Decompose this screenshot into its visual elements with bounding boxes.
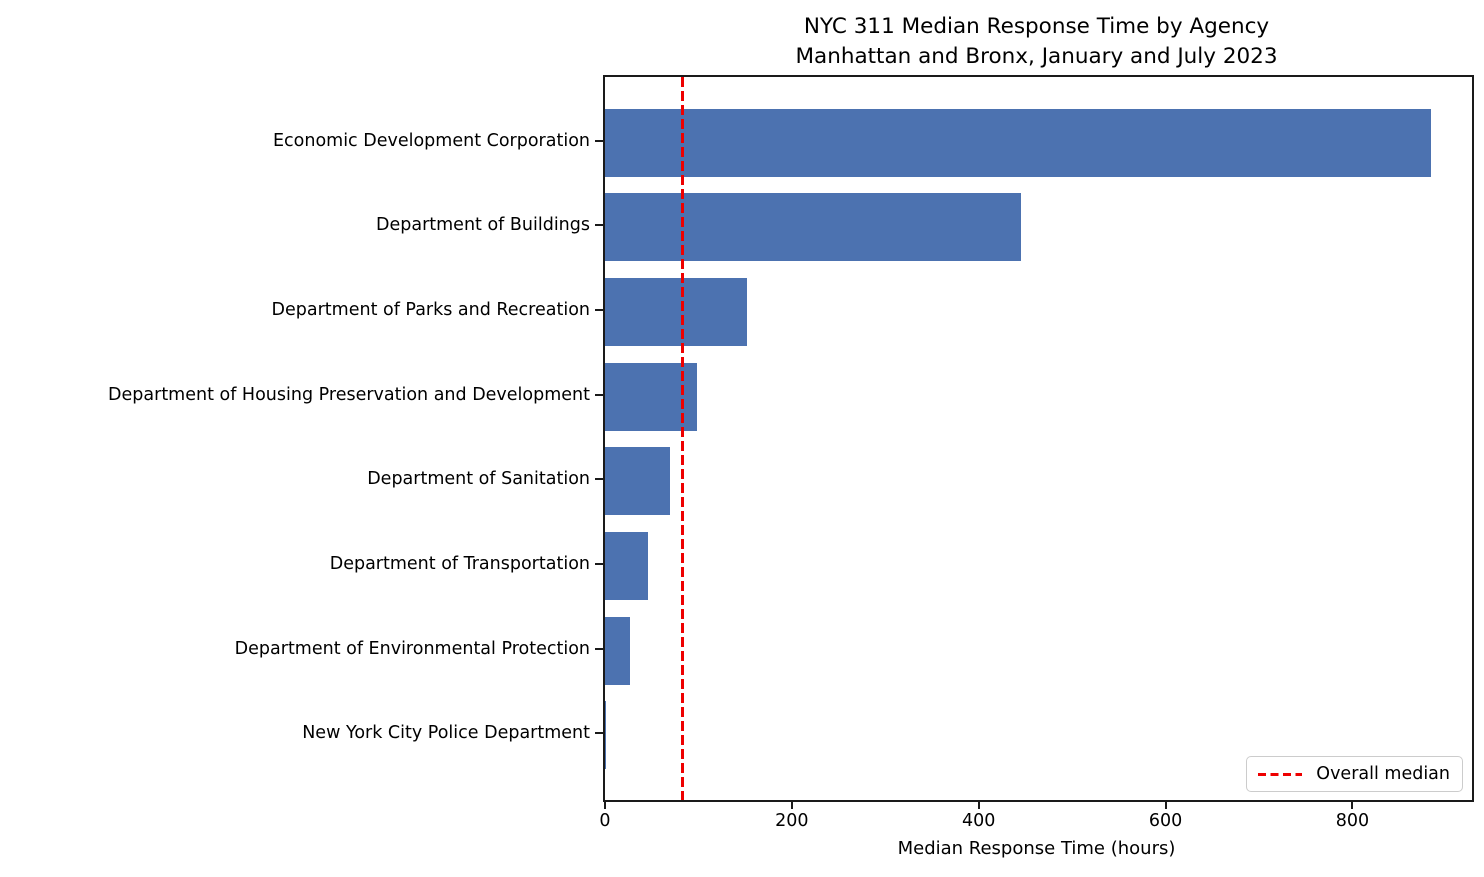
y-tick-label: New York City Police Department xyxy=(302,723,590,744)
y-tick-mark xyxy=(595,224,603,227)
x-tick-mark xyxy=(790,800,793,809)
bar-department-of-sanitation xyxy=(605,447,671,516)
chart-title-line2: Manhattan and Bronx, January and July 20… xyxy=(795,43,1278,69)
bar-department-of-transportation xyxy=(605,532,648,600)
legend-dashed-line-swatch xyxy=(1258,772,1303,776)
y-tick-label: Economic Development Corporation xyxy=(272,130,590,151)
x-tick-mark xyxy=(1164,800,1167,809)
y-tick-label: Department of Parks and Recreation xyxy=(271,299,590,320)
bar-economic-development-corporation xyxy=(605,108,1431,177)
y-tick-label: Department of Sanitation xyxy=(367,469,590,490)
overall-median-reference-line xyxy=(681,77,685,800)
x-tick-label: 200 xyxy=(775,811,809,831)
plot-area: Overall median xyxy=(603,75,1474,802)
y-tick-label: Department of Housing Preservation and D… xyxy=(108,384,590,405)
chart-title: NYC 311 Median Response Time by Agency M… xyxy=(603,12,1470,71)
y-tick-mark xyxy=(595,563,603,565)
x-tick-label: 600 xyxy=(1148,811,1183,831)
x-axis-title: Median Response Time (hours) xyxy=(897,838,1176,859)
bar-department-of-parks-and-recreation xyxy=(605,277,747,346)
x-tick-label: 400 xyxy=(962,811,996,831)
y-tick-label: Department of Buildings xyxy=(376,215,590,236)
x-tick-label: 0 xyxy=(599,811,611,831)
y-tick-label: Department of Environmental Protection xyxy=(234,638,590,659)
legend-label: Overall median xyxy=(1316,764,1450,784)
y-tick-mark xyxy=(595,393,603,396)
y-tick-mark xyxy=(595,478,603,481)
y-tick-label: Department of Transportation xyxy=(329,554,590,574)
y-tick-mark xyxy=(595,647,603,650)
y-tick-mark xyxy=(595,732,603,735)
bar-department-of-buildings xyxy=(605,193,1021,262)
bar-department-of-environmental-protection xyxy=(605,616,631,685)
chart-title-line1: NYC 311 Median Response Time by Agency xyxy=(803,14,1270,39)
x-tick-mark xyxy=(604,800,606,809)
y-tick-mark xyxy=(595,139,603,142)
x-tick-label: 800 xyxy=(1335,811,1370,831)
legend: Overall median xyxy=(1246,756,1463,792)
y-tick-mark xyxy=(595,308,603,311)
x-tick-mark xyxy=(977,800,980,809)
x-tick-mark xyxy=(1351,800,1354,809)
